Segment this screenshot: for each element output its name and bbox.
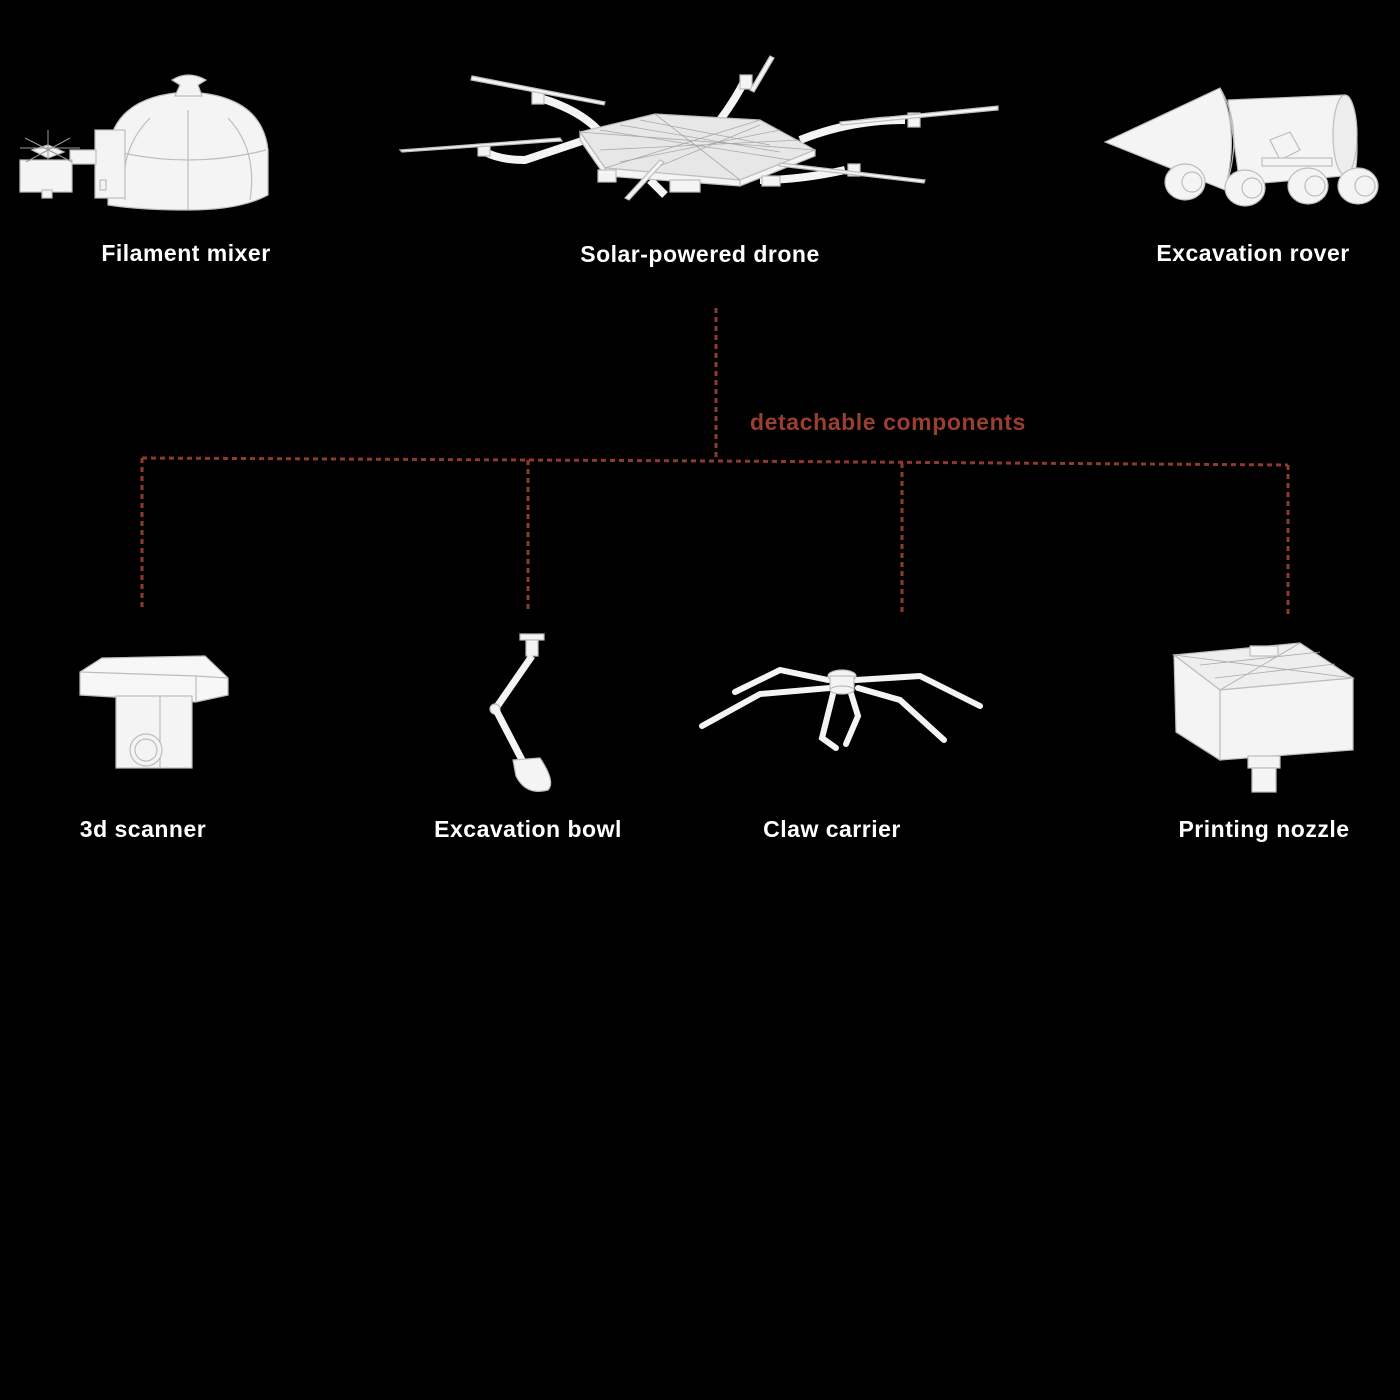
component-connector-lines	[140, 308, 1290, 618]
connector-label: detachable components	[750, 409, 1026, 435]
machine-label-excavation-rover: Excavation rover	[1156, 240, 1350, 266]
component-label-printing-nozzle: Printing nozzle	[1178, 816, 1350, 842]
rover-icon	[1103, 87, 1379, 207]
component-label-excavation-bowl: Excavation bowl	[434, 816, 622, 842]
machine-label-filament-mixer: Filament mixer	[101, 240, 271, 266]
connector-bus	[141, 456, 1289, 467]
filament-mixer-icon	[19, 74, 269, 211]
component-label-scanner: 3d scanner	[79, 816, 207, 842]
machine-label-drone: Solar-powered drone	[580, 241, 820, 267]
excavation-bowl-icon	[489, 633, 552, 792]
component-label-claw-carrier: Claw carrier	[763, 816, 901, 842]
drone-icon	[398, 55, 999, 201]
scanner-icon	[79, 655, 229, 769]
printing-nozzle-icon	[1172, 642, 1355, 793]
claw-carrier-icon	[699, 666, 983, 751]
